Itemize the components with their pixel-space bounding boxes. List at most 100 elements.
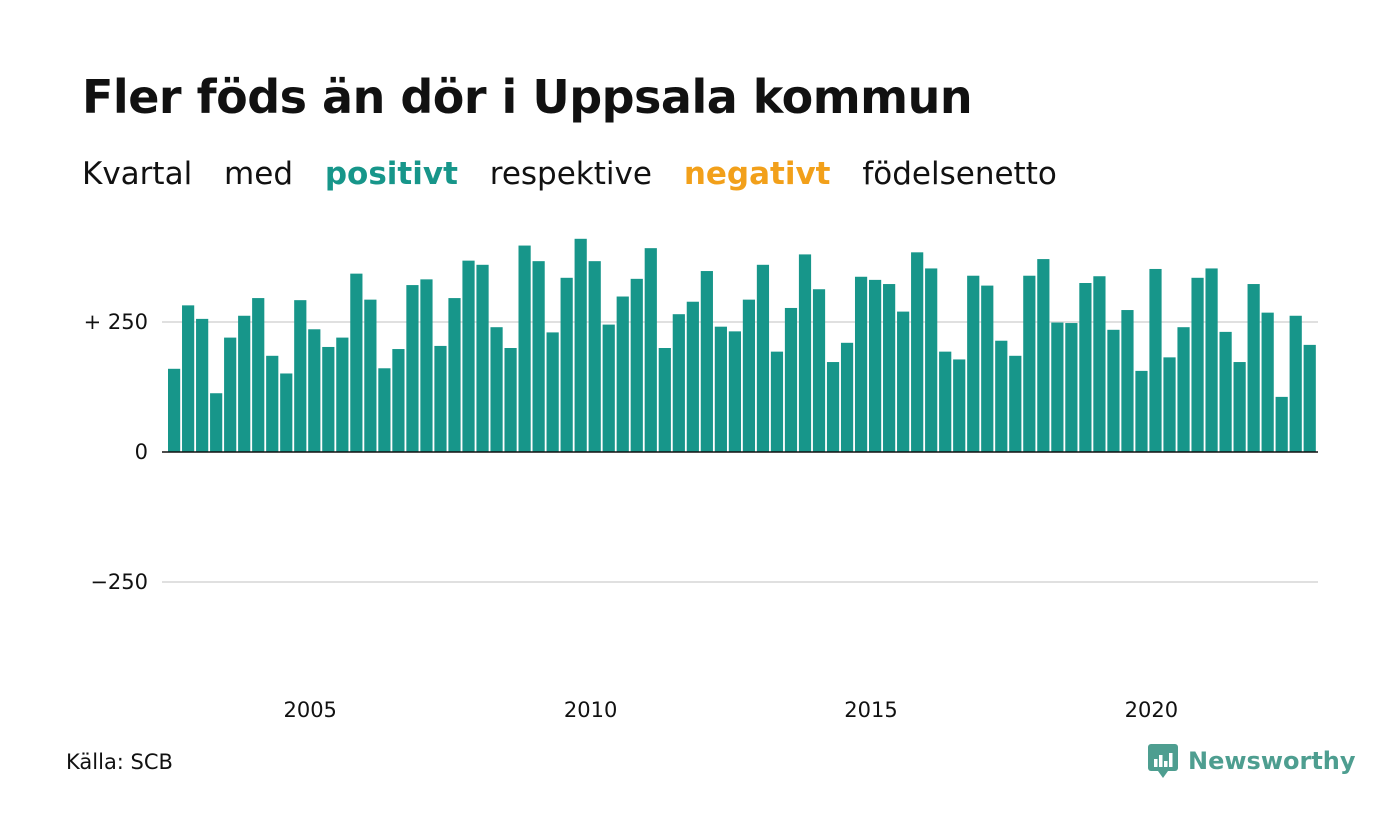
data-bar — [322, 346, 335, 452]
data-bar — [658, 348, 671, 452]
subtitle-word: Kvartal — [82, 156, 193, 192]
source-note: Källa: SCB — [66, 750, 173, 774]
data-bar — [378, 368, 391, 452]
data-bar — [1289, 315, 1302, 452]
data-bar — [840, 342, 854, 452]
y-tick-label: 0 — [135, 440, 148, 464]
data-bar — [742, 299, 756, 452]
data-bar — [560, 277, 573, 452]
chart-subtitle: Kvartal med positivt respektive negativt… — [82, 156, 1079, 192]
data-bar — [504, 348, 517, 452]
data-bar — [518, 245, 531, 452]
data-bar — [574, 238, 587, 452]
data-bar — [981, 285, 994, 452]
data-bar — [420, 279, 433, 452]
data-bar — [294, 300, 307, 452]
data-bar — [182, 305, 195, 452]
data-bar — [686, 301, 699, 452]
data-bar — [1107, 329, 1120, 452]
x-tick-label: 2010 — [564, 698, 617, 722]
data-bar — [364, 299, 377, 452]
legend-positive: positivt — [324, 156, 458, 192]
data-bar — [392, 349, 405, 452]
data-bar — [812, 289, 826, 452]
data-bar — [911, 252, 924, 452]
y-tick-label: −250 — [90, 570, 148, 594]
data-bar — [756, 264, 770, 452]
data-bar — [1233, 362, 1246, 452]
data-bar — [770, 351, 784, 452]
data-bar — [532, 261, 545, 452]
data-bar — [1303, 344, 1316, 452]
data-bar — [1247, 284, 1260, 452]
data-bar — [168, 368, 181, 452]
data-bar — [280, 373, 293, 452]
data-bar — [714, 326, 727, 452]
data-bar — [630, 278, 643, 452]
data-bar — [784, 307, 798, 452]
data-bar — [308, 329, 321, 452]
data-bar — [644, 248, 657, 452]
data-bar — [616, 296, 629, 452]
data-bar — [1177, 327, 1190, 452]
data-bar — [546, 332, 559, 452]
subtitle-word: respektive — [489, 156, 652, 192]
data-bar — [728, 331, 741, 452]
data-bar — [700, 271, 713, 452]
data-bar — [602, 324, 615, 452]
data-bar — [798, 254, 812, 452]
y-tick-label: + 250 — [84, 310, 148, 334]
subtitle-word: med — [224, 156, 293, 192]
data-bar — [406, 285, 419, 452]
data-bar — [266, 355, 279, 452]
subtitle-word: födelsenetto — [862, 156, 1057, 192]
data-bar — [238, 315, 251, 452]
data-bar — [252, 298, 265, 452]
data-bar — [224, 337, 237, 452]
data-bar — [1191, 277, 1204, 452]
data-bar — [1149, 268, 1162, 452]
data-bar — [490, 327, 503, 452]
data-bar — [1093, 276, 1106, 452]
data-bar — [925, 268, 938, 452]
x-tick-label: 2005 — [283, 698, 336, 722]
data-bar — [588, 261, 601, 452]
data-bar — [854, 276, 868, 452]
data-bar — [953, 359, 966, 452]
brand-logo: Newsworthy — [1148, 744, 1356, 778]
data-bar — [883, 284, 896, 452]
data-bar — [1135, 370, 1148, 452]
data-bar — [1163, 357, 1176, 452]
data-bar — [1275, 396, 1288, 452]
data-bar — [1261, 312, 1274, 452]
data-bar — [434, 345, 447, 452]
data-bar — [1121, 310, 1134, 452]
data-bar — [476, 264, 489, 452]
data-bar — [897, 311, 910, 452]
data-bar — [672, 314, 685, 452]
legend-negative: negativt — [683, 156, 831, 192]
data-bar — [350, 273, 363, 452]
data-bar — [196, 318, 209, 452]
chart-title: Fler föds än dör i Uppsala kommun — [82, 70, 973, 124]
newsworthy-icon — [1148, 744, 1178, 778]
data-bar — [1065, 323, 1078, 452]
data-bar — [995, 340, 1008, 452]
data-bar — [1079, 283, 1092, 452]
data-bar — [1205, 268, 1218, 452]
x-tick-label: 2015 — [844, 698, 897, 722]
data-bar — [462, 260, 475, 452]
data-bar — [448, 298, 461, 452]
data-bar — [210, 393, 223, 452]
data-bar — [1009, 355, 1022, 452]
brand-name: Newsworthy — [1188, 747, 1356, 775]
x-tick-label: 2020 — [1125, 698, 1178, 722]
data-bar — [1023, 275, 1036, 452]
data-bar — [869, 279, 882, 452]
data-bar — [826, 362, 840, 452]
data-bar — [1051, 322, 1064, 452]
data-bar — [336, 337, 349, 452]
data-bar — [967, 275, 980, 452]
data-bar — [939, 351, 952, 452]
